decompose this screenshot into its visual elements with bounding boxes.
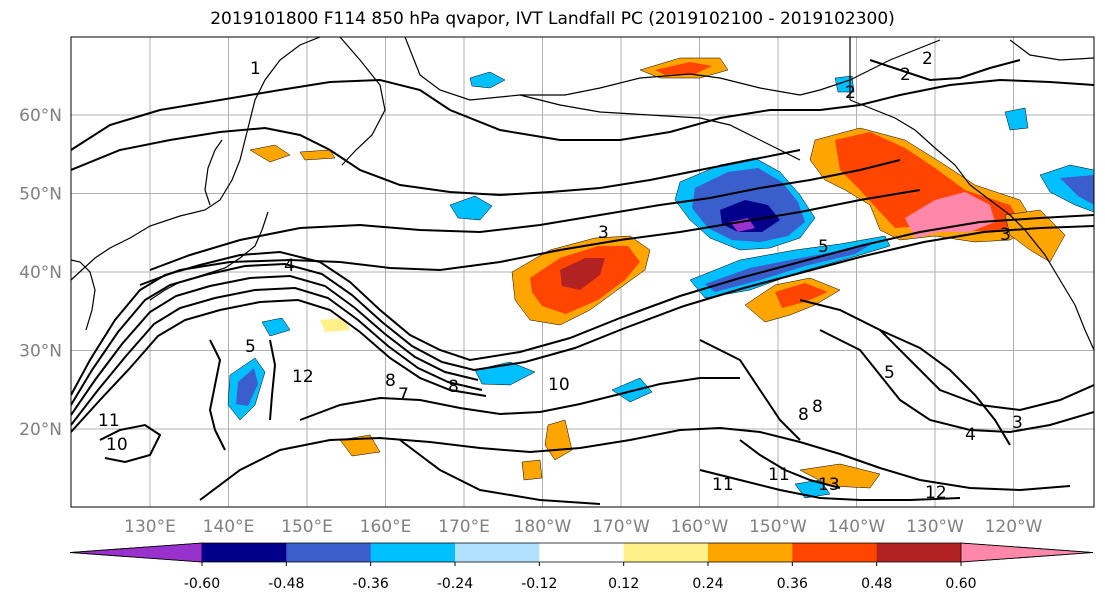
- longitude-labels: 130°E 140°E 150°E 160°E 170°E 180°W 170°W 160°W…: [124, 517, 1042, 537]
- negative-anomaly-area: [1004, 107, 1029, 131]
- positive-anomaly-area: [320, 318, 350, 332]
- contour-label: 5: [884, 363, 895, 383]
- colorbar-tick-label: 0.36: [777, 576, 808, 592]
- contour-label: 10: [548, 375, 570, 395]
- colorbar-segment: [876, 543, 962, 562]
- contour-label: 12: [925, 483, 947, 503]
- contour-label: 2: [900, 65, 911, 85]
- longitude-tick-label: 170°W: [592, 517, 650, 537]
- colorbar-segment: [792, 543, 878, 562]
- contour-label: 11: [98, 411, 120, 431]
- colorbar-tick-label: -0.24: [437, 576, 473, 592]
- negative-anomaly-area: [705, 244, 872, 292]
- latitude-tick-label: 30°N: [19, 342, 62, 362]
- positive-anomaly-area: [1004, 209, 1066, 263]
- negative-anomaly-area: [449, 195, 493, 221]
- positive-anomaly-area: [339, 434, 381, 457]
- contour-label: 4: [284, 256, 295, 276]
- longitude-tick-label: 120°W: [985, 517, 1043, 537]
- colorbar-segment: [708, 543, 793, 562]
- contour-label: 10: [106, 435, 128, 455]
- contour-label: 8: [798, 405, 809, 425]
- contour-label: 5: [818, 237, 829, 257]
- latitude-tick-label: 20°N: [19, 420, 62, 440]
- longitude-tick-label: 170°E: [438, 517, 490, 537]
- figure-title: 2019101800 F114 850 hPa qvapor, IVT Land…: [210, 9, 895, 29]
- latitude-labels: 60°N 50°N 40°N 30°N 20°N: [19, 106, 62, 440]
- positive-anomaly-area: [905, 192, 995, 238]
- ivt-contours: [71, 59, 1094, 505]
- colorbar-segment: [370, 543, 456, 562]
- colorbar-tick-label: -0.12: [521, 576, 557, 592]
- contour-label: 8: [812, 397, 823, 417]
- latitude-tick-label: 50°N: [19, 185, 62, 205]
- colorbar-segment: [623, 543, 709, 562]
- positive-anomaly-area: [521, 459, 543, 481]
- longitude-tick-label: 130°W: [906, 517, 964, 537]
- longitude-tick-label: 160°W: [671, 517, 729, 537]
- colorbar-segment: [286, 543, 372, 562]
- colorbar-tick-label: 0.24: [692, 576, 723, 592]
- colorbar-tick-label: -0.48: [268, 576, 304, 592]
- colorbar-segment: [455, 543, 540, 562]
- latitude-tick-label: 40°N: [19, 263, 62, 283]
- longitude-tick-label: 150°W: [749, 517, 807, 537]
- colorbar-extend-max: [960, 542, 1094, 563]
- map-border: [70, 36, 1095, 508]
- contour-label: 4: [965, 425, 976, 445]
- contour-labels: 1 2 2 3 3 4 4 5 5 5 7 8 8 8 8 10 10 11 1…: [98, 49, 1023, 503]
- colorbar-extend-min: [69, 542, 203, 563]
- contour-label: 13: [818, 475, 840, 495]
- contour-label: 2: [845, 83, 856, 103]
- contour-label: 8: [448, 377, 459, 397]
- positive-anomaly-area: [249, 144, 291, 163]
- colorbar-tick-label: 0.12: [608, 576, 639, 592]
- longitude-tick-label: 130°E: [124, 517, 176, 537]
- contour-label: 1: [250, 59, 261, 79]
- longitude-tick-label: 140°E: [203, 517, 255, 537]
- coastlines: [71, 37, 1094, 351]
- contour-label: 11: [768, 465, 790, 485]
- longitude-tick-label: 180°W: [514, 517, 572, 537]
- positive-anomaly-area: [775, 283, 828, 308]
- colorbar-segment: [202, 543, 287, 562]
- negative-anomaly-area: [236, 368, 258, 406]
- longitude-tick-label: 160°E: [360, 517, 412, 537]
- negative-anomaly-area: [1060, 175, 1094, 205]
- negative-anomaly-area: [469, 71, 506, 89]
- contour-label: 11: [712, 475, 734, 495]
- latitude-tick-label: 60°N: [19, 106, 62, 126]
- longitude-tick-label: 140°W: [828, 517, 886, 537]
- contour-label: 12: [292, 367, 314, 387]
- contour-label: 2: [922, 49, 933, 69]
- contour-label: 3: [1012, 413, 1023, 433]
- colorbar-tick-label: -0.60: [184, 576, 220, 592]
- longitude-tick-label: 150°E: [281, 517, 333, 537]
- negative-anomaly-area: [261, 317, 291, 337]
- contour-label: 3: [1000, 225, 1011, 245]
- contour-label: 5: [245, 337, 256, 357]
- positive-anomaly-area: [655, 62, 712, 75]
- contour-label: 7: [398, 385, 409, 405]
- contour-label: 8: [385, 371, 396, 391]
- colorbar-tick-label: 0.48: [861, 576, 892, 592]
- contour-label: 3: [598, 223, 609, 243]
- colorbar: -0.60 -0.48 -0.36 -0.24 -0.12 0.12 0.24 0.36 0.4…: [69, 542, 1094, 592]
- positive-anomaly-area: [299, 149, 336, 161]
- colorbar-tick-label: -0.36: [353, 576, 389, 592]
- colorbar-segment: [539, 543, 625, 562]
- positive-anomaly-area: [560, 258, 605, 290]
- colorbar-tick-label: 0.60: [945, 576, 976, 592]
